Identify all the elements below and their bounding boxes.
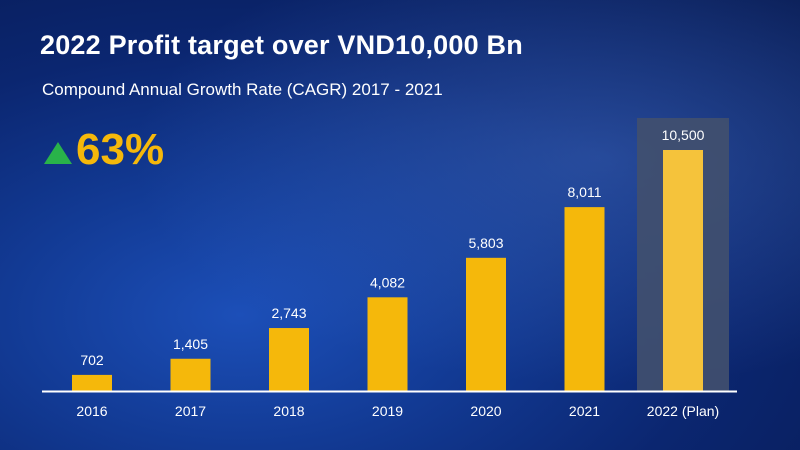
page-subtitle: Compound Annual Growth Rate (CAGR) 2017 … (42, 80, 443, 99)
cagr-kpi: 63% (44, 124, 164, 176)
data-label: 4,082 (370, 274, 405, 290)
bar-2020 (466, 257, 506, 391)
cagr-value: 63% (76, 125, 165, 174)
data-label: 1,405 (173, 336, 208, 352)
x-tick-label: 2022 (Plan) (647, 403, 719, 419)
bar-2019 (367, 297, 408, 391)
data-label: 702 (80, 352, 104, 368)
page-title: 2022 Profit target over VND10,000 Bn (40, 30, 523, 60)
bar-2016 (72, 374, 112, 391)
x-tick-label: 2016 (76, 403, 107, 419)
bar-2018 (269, 328, 309, 391)
x-tick-label: 2019 (372, 403, 403, 419)
x-tick-label: 2021 (569, 403, 600, 419)
data-label: 10,500 (662, 127, 705, 143)
x-tick-label: 2017 (175, 403, 206, 419)
bar-2021 (564, 207, 605, 391)
data-label: 2,743 (271, 305, 306, 321)
x-tick-label: 2018 (273, 403, 304, 419)
up-triangle-icon (44, 142, 72, 164)
data-label: 8,011 (568, 184, 602, 200)
x-tick-label: 2020 (470, 403, 501, 419)
data-label: 5,803 (468, 235, 503, 251)
bar-2022-plan- (663, 150, 703, 391)
bar-2017 (170, 358, 211, 391)
